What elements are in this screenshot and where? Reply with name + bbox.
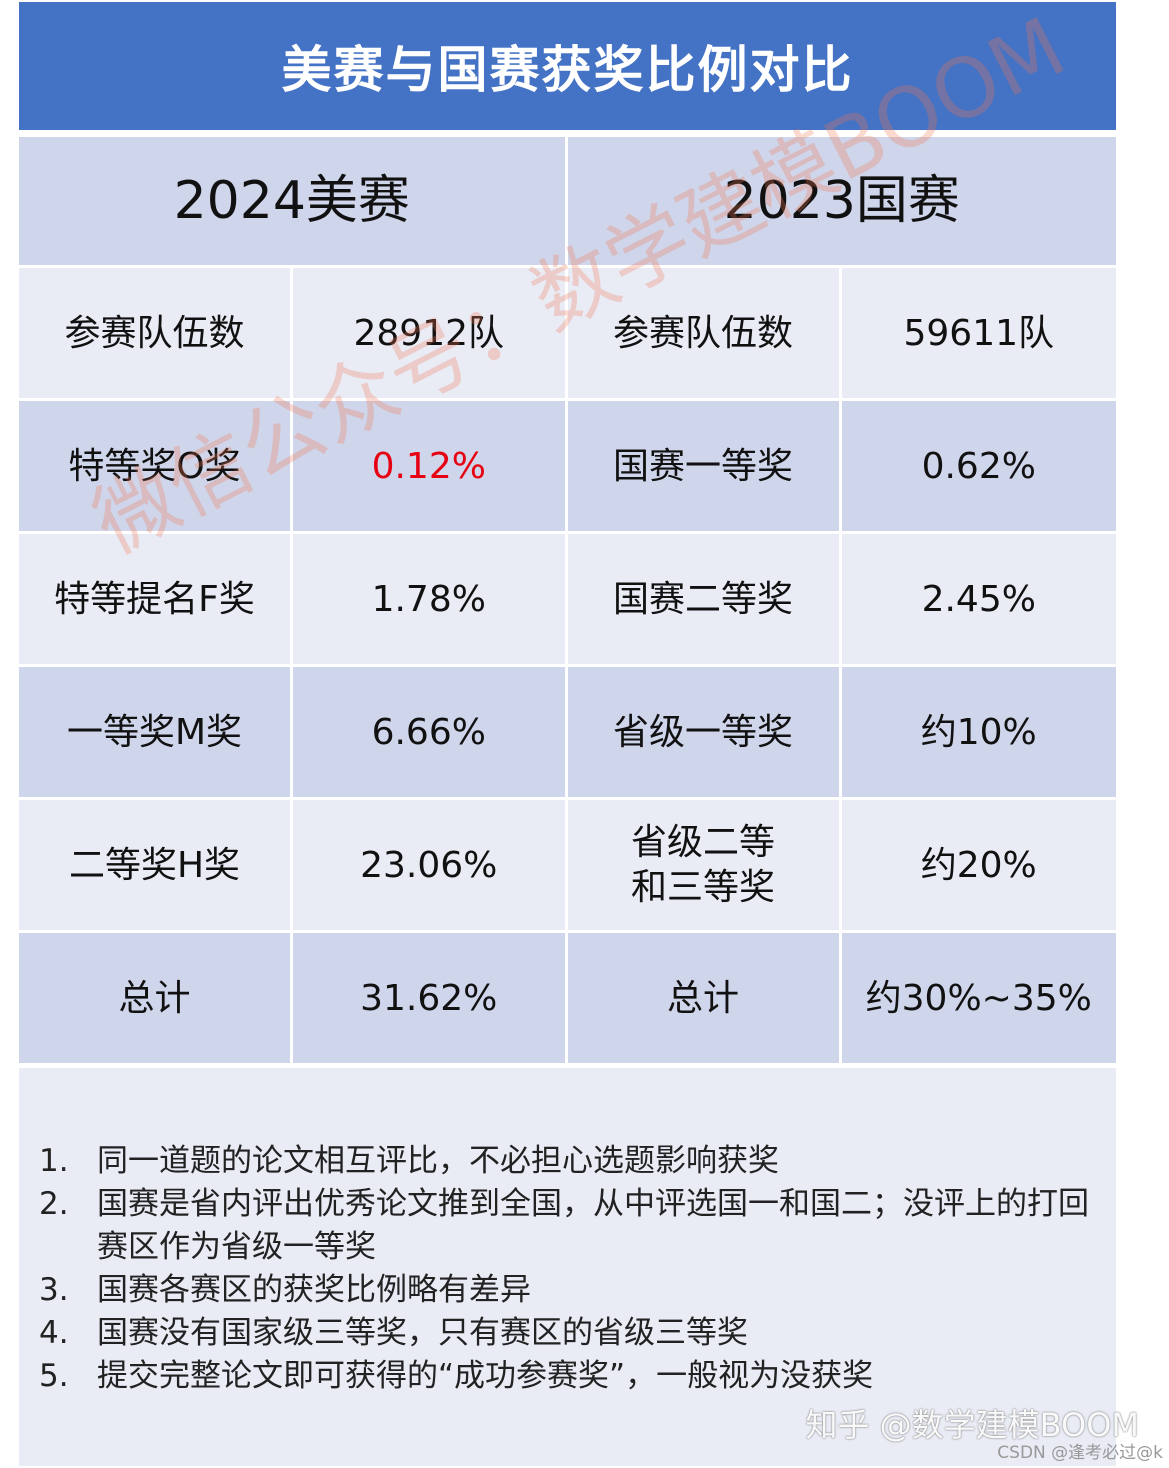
meisai-total-label: 总计 xyxy=(19,933,293,1063)
guosai-value: 59611队 xyxy=(841,268,1116,398)
table-row: 特等奖O奖 0.12% 国赛一等奖 0.62% xyxy=(19,401,1116,534)
table-row: 一等奖M奖 6.66% 省级一等奖 约10% xyxy=(19,667,1116,800)
csdn-watermark: CSDN @逢考必过@k xyxy=(997,1443,1163,1463)
title-bar: 美赛与国赛获奖比例对比 xyxy=(19,2,1116,130)
header-guosai: 2023国赛 xyxy=(567,137,1116,265)
meisai-value-highlight: 0.12% xyxy=(293,401,568,531)
table-row-total: 总计 31.62% 总计 约30%~35% xyxy=(19,933,1116,1066)
comparison-sheet: 美赛与国赛获奖比例对比 2024美赛 2023国赛 参赛队伍数 28912队 参… xyxy=(19,2,1116,1468)
guosai-total-value: 约30%~35% xyxy=(841,933,1116,1063)
table-row: 参赛队伍数 28912队 参赛队伍数 59611队 xyxy=(19,268,1116,401)
guosai-value: 2.45% xyxy=(841,534,1116,664)
list-item: 2. 国赛是省内评出优秀论文推到全国，从中评选国一和国二；没评上的打回赛区作为省级… xyxy=(39,1186,1089,1265)
meisai-label: 参赛队伍数 xyxy=(19,268,293,398)
table-row: 特等提名F奖 1.78% 国赛二等奖 2.45% xyxy=(19,534,1116,667)
header-meisai: 2024美赛 xyxy=(19,137,568,265)
list-item: 5. 提交完整论文即可获得的“成功参赛奖”，一般视为没获奖 xyxy=(39,1358,874,1394)
guosai-value: 0.62% xyxy=(841,401,1116,531)
table-header-row: 2024美赛 2023国赛 xyxy=(19,137,1116,268)
meisai-value: 6.66% xyxy=(293,667,568,797)
page-title: 美赛与国赛获奖比例对比 xyxy=(281,41,854,99)
meisai-total-value: 31.62% xyxy=(293,933,568,1063)
guosai-total-label: 总计 xyxy=(567,933,842,1063)
guosai-label: 省级二等和三等奖 xyxy=(567,800,842,930)
guosai-label: 国赛一等奖 xyxy=(567,401,842,531)
guosai-label: 参赛队伍数 xyxy=(567,268,842,398)
meisai-label: 一等奖M奖 xyxy=(19,667,293,797)
guosai-value: 约10% xyxy=(841,667,1116,797)
guosai-label: 省级一等奖 xyxy=(567,667,842,797)
comparison-table: 2024美赛 2023国赛 参赛队伍数 28912队 参赛队伍数 59611队 … xyxy=(19,137,1116,1066)
meisai-label: 二等奖H奖 xyxy=(19,800,293,930)
meisai-label: 特等提名F奖 xyxy=(19,534,293,664)
meisai-value: 1.78% xyxy=(293,534,568,664)
meisai-label: 特等奖O奖 xyxy=(19,401,293,531)
notes-panel: 1. 同一道题的论文相互评比，不必担心选题影响获奖 2. 国赛是省内评出优秀论文推到… xyxy=(19,1068,1116,1466)
zhihu-watermark: 知乎 @数学建模BOOM xyxy=(805,1406,1139,1444)
list-item: 3. 国赛各赛区的获奖比例略有差异 xyxy=(39,1272,531,1308)
list-item: 1. 同一道题的论文相互评比，不必担心选题影响获奖 xyxy=(39,1143,779,1179)
guosai-value: 约20% xyxy=(841,800,1116,930)
notes-list: 1. 同一道题的论文相互评比，不必担心选题影响获奖 2. 国赛是省内评出优秀论文推到… xyxy=(39,1140,1099,1398)
guosai-label: 国赛二等奖 xyxy=(567,534,842,664)
list-item: 4. 国赛没有国家级三等奖，只有赛区的省级三等奖 xyxy=(39,1315,748,1351)
meisai-value: 28912队 xyxy=(293,268,568,398)
table-row: 二等奖H奖 23.06% 省级二等和三等奖 约20% xyxy=(19,800,1116,933)
meisai-value: 23.06% xyxy=(293,800,568,930)
